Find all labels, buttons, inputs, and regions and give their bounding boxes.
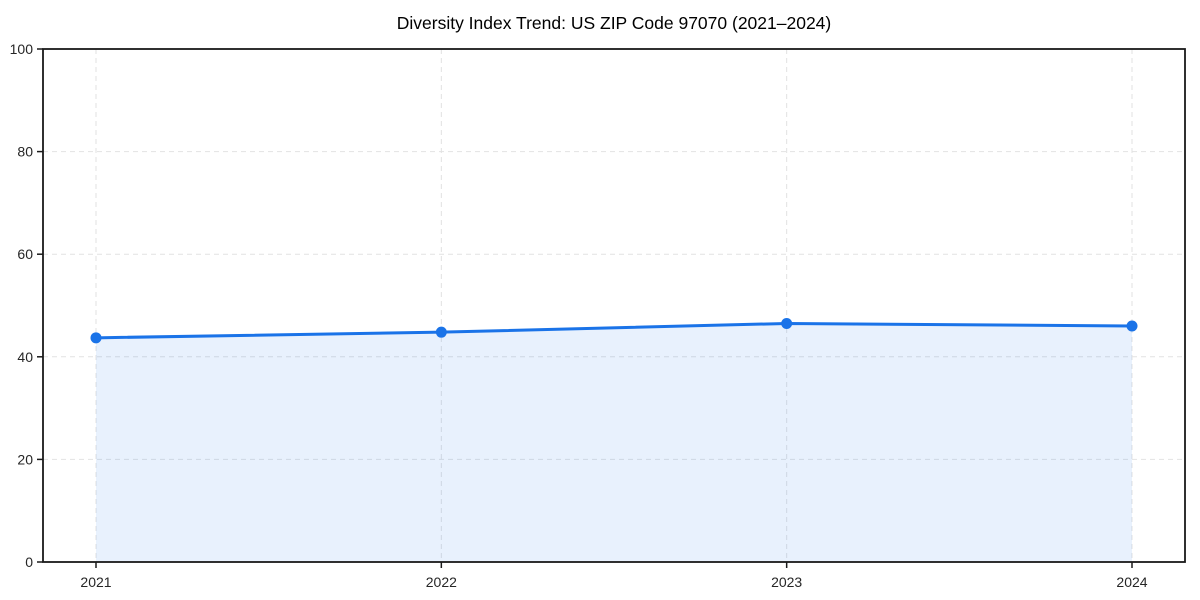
- data-point-marker: [1126, 320, 1138, 332]
- axis-frame: [42, 48, 1186, 563]
- y-tick-label: 60: [17, 246, 33, 262]
- x-tick-label: 2021: [80, 574, 111, 590]
- y-tick-label: 100: [10, 41, 34, 57]
- y-tick-label: 80: [17, 144, 33, 160]
- area-fill: [96, 323, 1132, 562]
- chart-title: Diversity Index Trend: US ZIP Code 97070…: [397, 13, 832, 33]
- x-tick-label: 2022: [426, 574, 457, 590]
- x-tick-label: 2023: [771, 574, 802, 590]
- data-point-marker: [781, 317, 793, 329]
- trend-line: [94, 321, 1134, 340]
- x-tick-label: 2024: [1116, 574, 1147, 590]
- y-tick-label: 0: [25, 554, 33, 570]
- data-point-marker: [90, 332, 102, 344]
- data-point-marker: [435, 326, 447, 338]
- y-tick-label: 20: [17, 451, 33, 467]
- plot-area: 2021 2022 2023 2024 0 20 40 60 80 100: [10, 41, 1186, 590]
- y-tick-label: 40: [17, 349, 33, 365]
